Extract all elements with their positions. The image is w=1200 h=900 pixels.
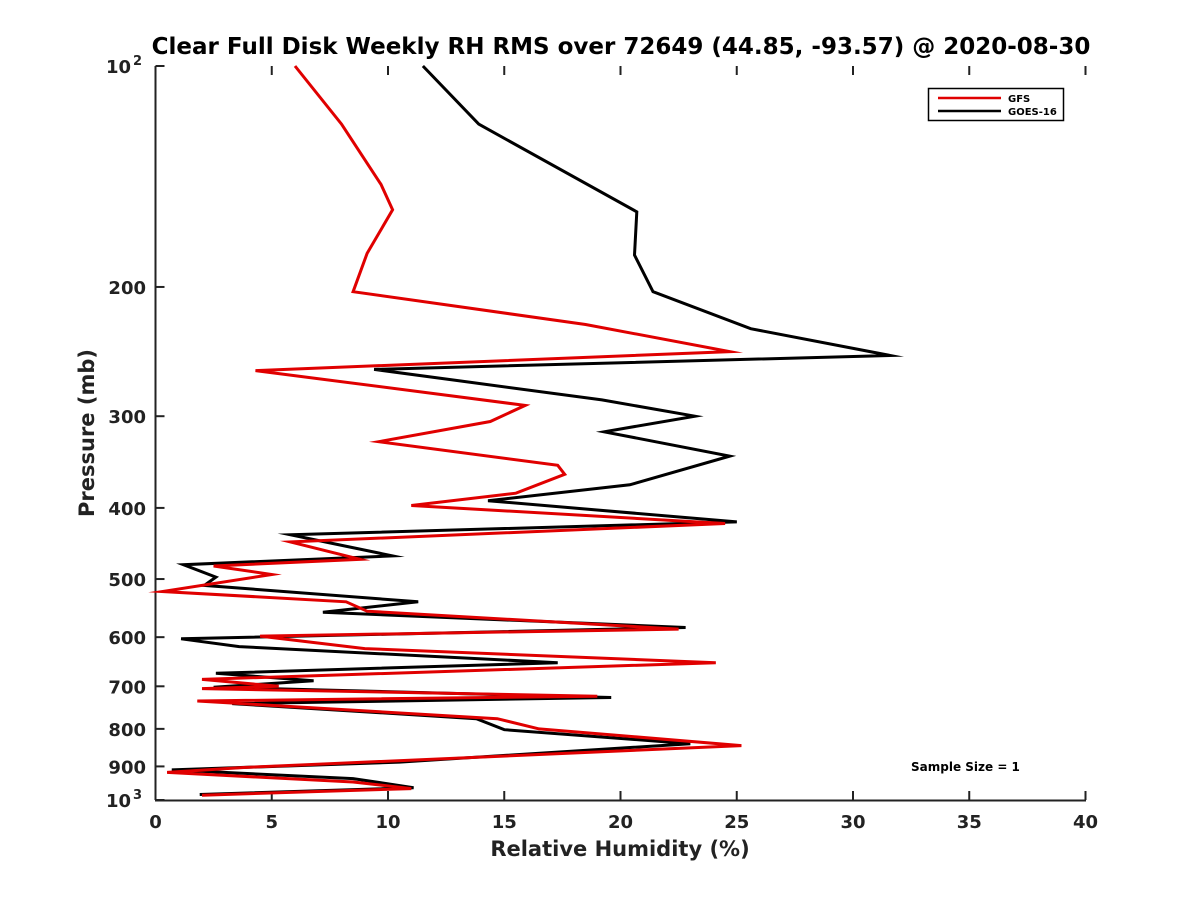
x-tick-label: 30 [840, 812, 865, 833]
y-tick-label: 500 [108, 570, 146, 591]
legend-box [927, 87, 1065, 122]
chart-title: Clear Full Disk Weekly RH RMS over 72649… [152, 34, 1091, 60]
y-tick-label: 200 [108, 278, 146, 299]
y-tick-label: 900 [108, 757, 146, 778]
x-axis-label: Relative Humidity (%) [490, 837, 749, 861]
x-tick-label: 5 [265, 812, 278, 833]
x-tick-label: 25 [724, 812, 749, 833]
y-tick-label: 600 [108, 628, 146, 649]
x-tick-label: 15 [492, 812, 517, 833]
x-axis-ticks: 0 5 10 15 20 25 30 35 40 [149, 66, 1098, 833]
x-tick-label: 10 [375, 812, 400, 833]
y-tick-exponent: 3 [133, 788, 142, 803]
y-tick-label: 10 [106, 57, 131, 78]
y-tick-label: 10 [106, 791, 131, 812]
x-tick-label: 0 [149, 812, 162, 833]
x-tick-label: 35 [957, 812, 982, 833]
legend: GFS GOES-16 [927, 87, 1065, 122]
legend-label: GFS [1008, 94, 1030, 105]
y-tick-label: 800 [108, 720, 146, 741]
legend-label: GOES-16 [1008, 107, 1057, 118]
y-axis-label: Pressure (mb) [75, 349, 99, 517]
x-tick-label: 20 [608, 812, 633, 833]
y-tick-exponent: 2 [133, 54, 142, 69]
y-tick-label: 300 [108, 407, 146, 428]
plot-area: 0 5 10 15 20 25 30 35 40 10 220030040050060070080… [106, 54, 1098, 833]
series-line-gfs [148, 65, 744, 797]
x-tick-label: 40 [1073, 812, 1098, 833]
sample-size-note: Sample Size = 1 [911, 760, 1020, 774]
y-tick-label: 400 [108, 499, 146, 520]
y-tick-label: 700 [108, 677, 146, 698]
series-lines [148, 64, 905, 797]
